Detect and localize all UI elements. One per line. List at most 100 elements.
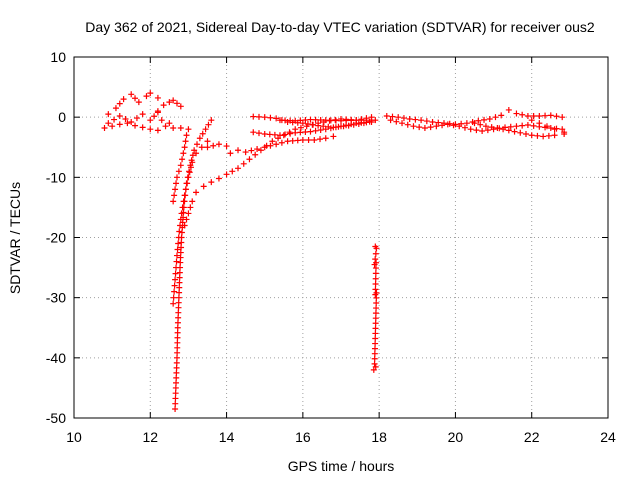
- data-point: [198, 144, 205, 151]
- data-point: [373, 305, 380, 312]
- data-point: [421, 124, 428, 131]
- data-point: [179, 219, 186, 226]
- data-point: [297, 124, 304, 131]
- data-point: [187, 164, 194, 171]
- data-point: [358, 116, 365, 123]
- data-point: [372, 325, 379, 332]
- y-tick-label: -40: [46, 350, 66, 366]
- series-arc-1: [101, 120, 161, 134]
- y-tick-label: 0: [58, 109, 66, 125]
- data-point: [456, 123, 463, 130]
- data-point: [536, 112, 543, 119]
- data-point: [395, 114, 402, 121]
- data-point: [215, 175, 222, 182]
- data-point: [227, 150, 234, 157]
- data-point: [204, 138, 211, 145]
- data-point: [273, 115, 280, 122]
- data-point: [178, 229, 185, 236]
- data-point: [536, 120, 543, 127]
- data-point: [128, 118, 135, 125]
- data-point: [311, 137, 318, 144]
- data-point: [116, 121, 123, 128]
- data-point: [193, 150, 200, 157]
- data-point: [173, 252, 180, 259]
- data-point: [304, 120, 311, 127]
- data-point: [363, 115, 370, 122]
- x-tick-label: 12: [142, 429, 158, 445]
- data-point: [450, 122, 457, 129]
- data-point: [524, 121, 531, 128]
- data-point: [543, 123, 550, 130]
- data-point: [429, 118, 436, 125]
- data-point: [175, 299, 182, 306]
- data-point: [371, 355, 378, 362]
- data-point: [177, 249, 184, 256]
- data-point: [372, 335, 379, 342]
- data-point: [494, 124, 501, 131]
- data-point: [185, 126, 192, 133]
- x-axis-label: GPS time / hours: [288, 458, 395, 474]
- data-point: [177, 216, 184, 223]
- data-point: [242, 149, 249, 156]
- data-point: [511, 128, 518, 135]
- data-point: [176, 274, 183, 281]
- data-point: [481, 116, 488, 123]
- series-arc-12: [250, 113, 379, 131]
- data-point: [522, 131, 529, 138]
- x-tick-label: 20: [448, 429, 464, 445]
- data-point: [116, 100, 123, 107]
- data-point: [105, 120, 112, 127]
- data-point: [223, 143, 230, 150]
- data-point: [287, 117, 294, 124]
- data-point: [371, 360, 378, 367]
- data-point: [174, 339, 181, 346]
- data-point: [133, 115, 140, 122]
- data-point: [305, 137, 312, 144]
- data-point: [208, 179, 215, 186]
- data-point: [174, 344, 181, 351]
- data-point: [170, 124, 177, 131]
- data-point: [482, 123, 489, 130]
- data-point: [173, 180, 180, 187]
- series-arc-13: [250, 118, 375, 139]
- data-point: [176, 279, 183, 286]
- data-point: [189, 152, 196, 159]
- data-point: [383, 112, 390, 119]
- data-point: [191, 147, 198, 154]
- data-point: [180, 198, 187, 205]
- series-arc-4: [154, 108, 169, 130]
- data-point: [561, 129, 568, 136]
- data-point: [173, 258, 180, 265]
- data-point: [484, 127, 491, 134]
- data-point: [373, 299, 380, 306]
- data-point: [176, 284, 183, 291]
- data-point: [372, 270, 379, 277]
- data-point: [338, 123, 344, 130]
- data-point: [276, 132, 283, 139]
- series-arc-14: [276, 114, 375, 124]
- data-point: [173, 264, 180, 271]
- data-point: [463, 120, 470, 127]
- data-point: [178, 244, 185, 251]
- grid: [74, 57, 608, 418]
- data-point: [312, 127, 319, 134]
- data-point: [261, 131, 268, 138]
- data-point: [166, 120, 173, 127]
- x-tick-label: 10: [66, 429, 82, 445]
- data-point: [534, 132, 541, 139]
- data-point: [322, 135, 329, 142]
- data-point: [282, 131, 289, 138]
- data-point: [317, 136, 324, 143]
- data-point: [284, 138, 291, 145]
- data-point: [423, 118, 430, 125]
- data-point: [317, 116, 324, 123]
- y-tick-label: -20: [46, 230, 66, 246]
- data-point: [200, 183, 207, 190]
- data-point: [174, 246, 181, 253]
- data-point: [289, 137, 296, 144]
- data-point: [174, 329, 181, 336]
- data-point: [439, 122, 446, 129]
- data-point: [177, 259, 184, 266]
- data-point: [229, 168, 236, 175]
- x-tick-label: 22: [524, 429, 540, 445]
